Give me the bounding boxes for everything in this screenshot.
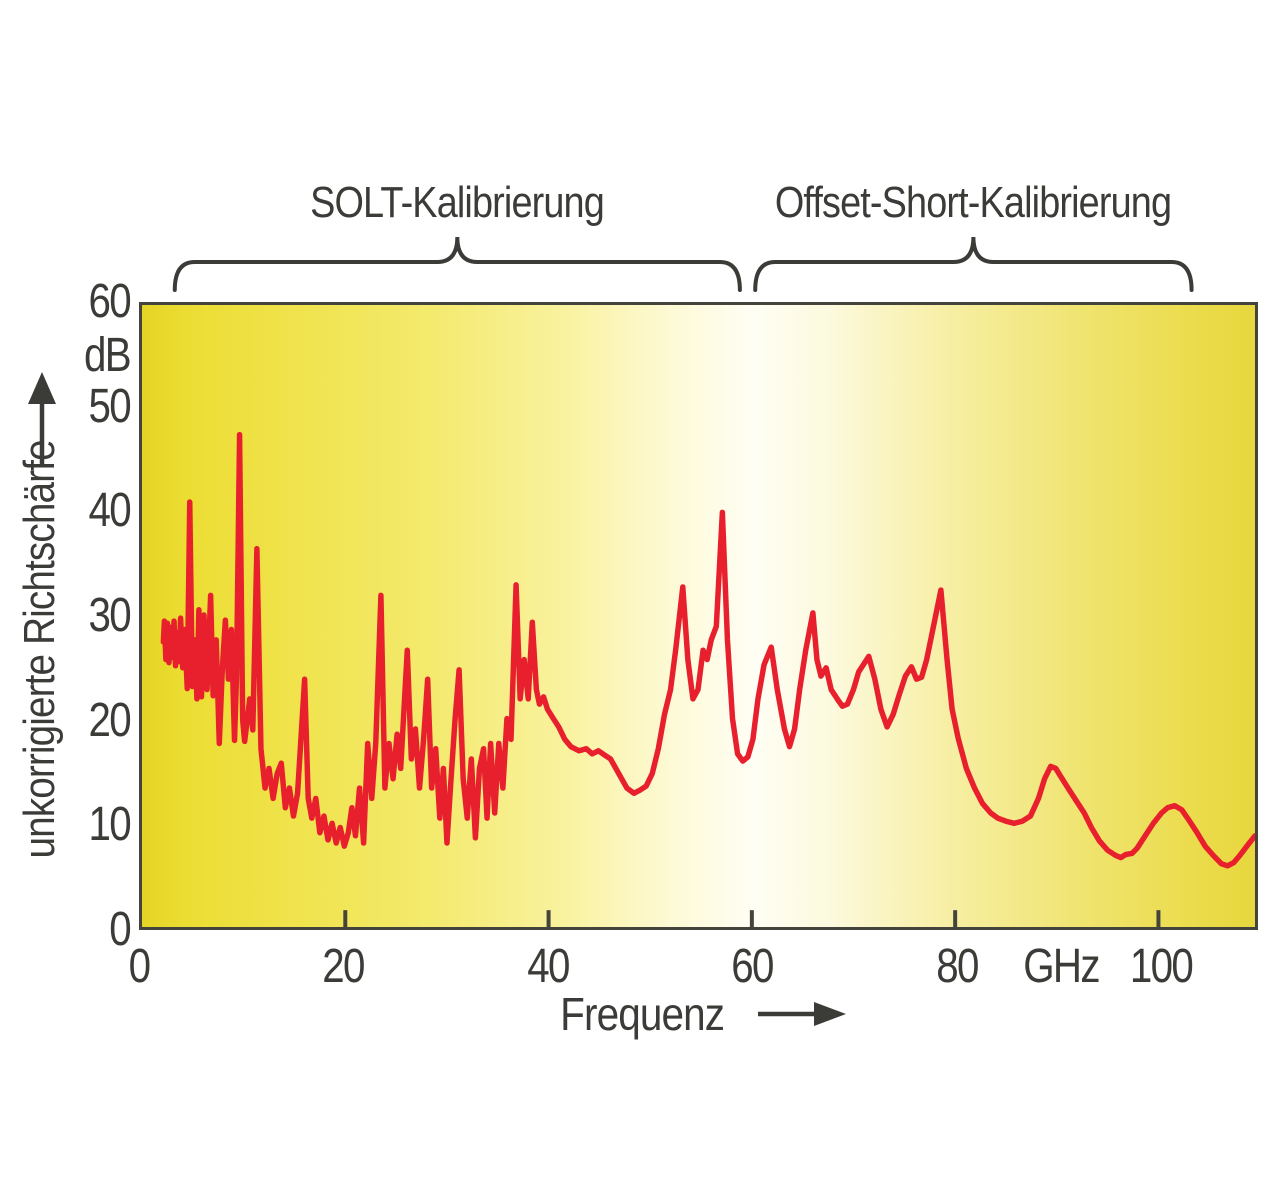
y-axis-unit-label: dB [84,329,132,383]
x-axis-unit-label: GHz [1022,940,1100,993]
chart-svg [160,431,1255,927]
y-tick-label: 50 [88,379,132,433]
x-tick-label: 60 [731,940,774,993]
x-tick-label: 80 [935,940,979,993]
y-axis-up-arrow-icon [28,372,56,466]
x-tick-label: 0 [128,940,151,993]
y-tick-label: 40 [88,484,132,538]
x-tick-label: 20 [322,940,366,993]
region-braces [172,236,1194,292]
solt-region-brace [172,236,742,292]
directivity-curve [160,431,1255,869]
plot-area [139,302,1258,930]
x-tick-label: 100 [1129,940,1194,993]
y-tick-label: 0 [109,903,131,956]
y-tick-label: 10 [88,798,132,852]
y-tick-label: 60 [88,275,132,328]
offset-short-region-brace [753,236,1194,292]
y-tick-label: 20 [88,693,132,747]
y-tick-label: 30 [88,589,132,642]
offset-short-region-label: Offset-Short-Kalibrierung [775,178,1172,227]
x-axis-title: Frequenz [560,988,726,1040]
x-axis-title-group: Frequenz [139,988,1258,1040]
x-tick-label: 40 [527,940,570,993]
x-axis-right-arrow-icon [757,1002,846,1026]
x-axis-ticks [343,910,1161,927]
solt-region-label: SOLT-Kalibrierung [310,178,605,227]
